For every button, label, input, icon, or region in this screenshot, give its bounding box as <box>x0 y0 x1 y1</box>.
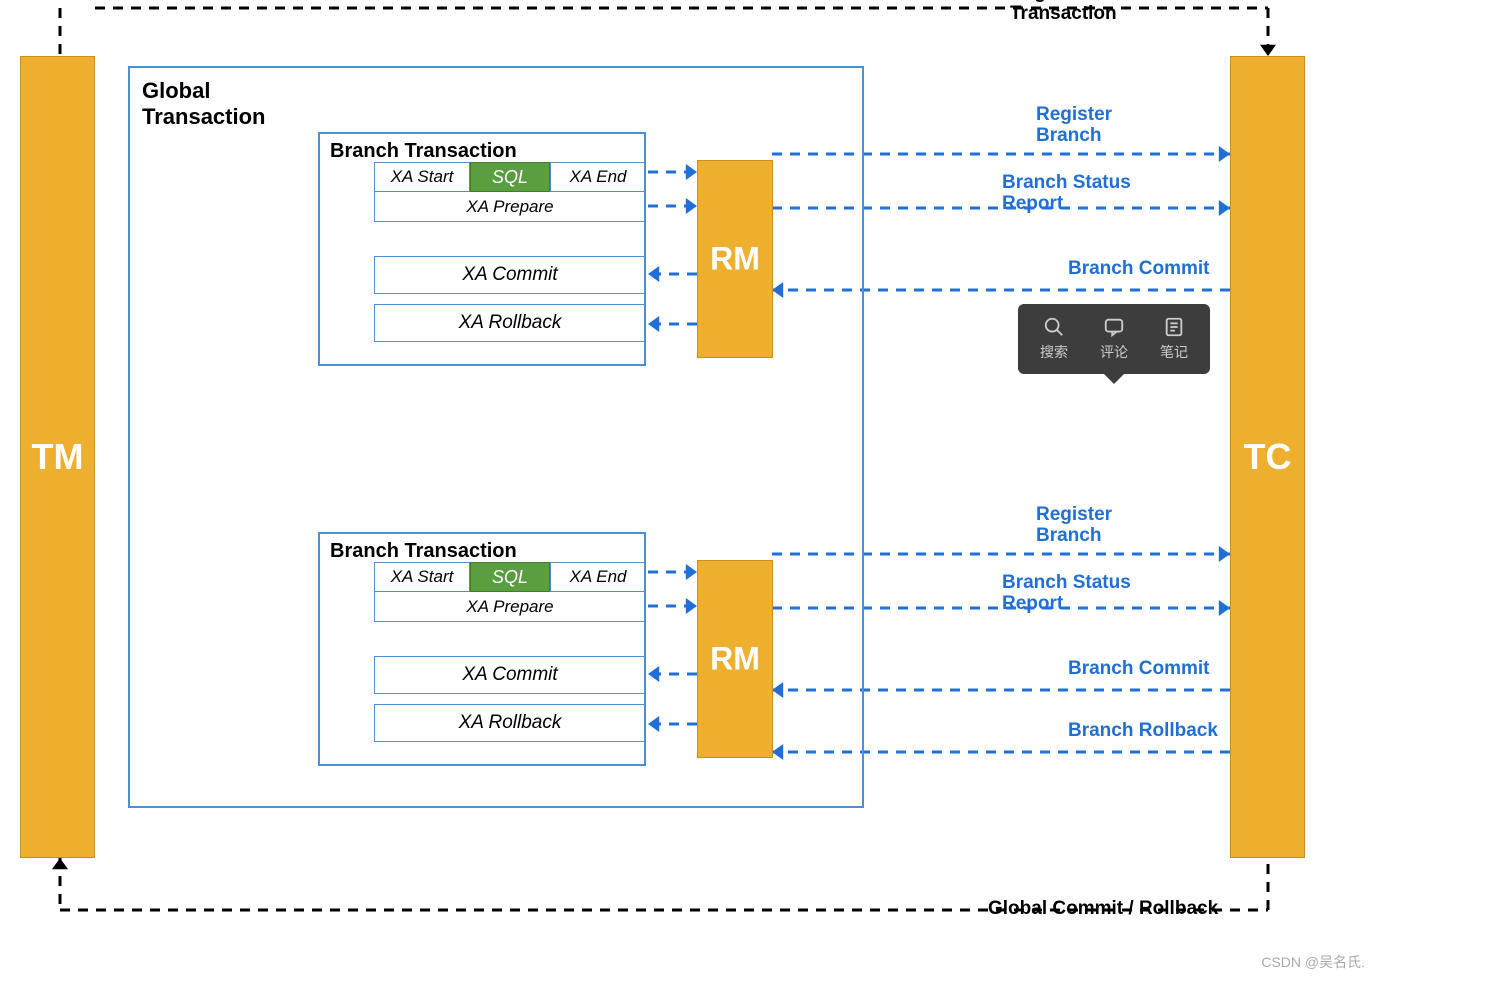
note-icon <box>1163 316 1185 338</box>
toolbar-item-label: 笔记 <box>1160 342 1188 362</box>
xa-start-cell: XA Start <box>375 563 470 591</box>
sql-cell: SQL <box>470 562 550 592</box>
rm-box: RM <box>697 160 773 358</box>
svg-text:Branch Rollback: Branch Rollback <box>1068 720 1218 741</box>
toolbar-item-label: 评论 <box>1100 342 1128 362</box>
xa-end-cell: XA End <box>550 163 645 191</box>
branch-title: Branch Transaction <box>330 540 517 563</box>
comment-icon <box>1103 316 1125 338</box>
svg-text:RegisterBranch: RegisterBranch <box>1036 504 1113 546</box>
xa-rollback-cell: XA Rollback <box>374 304 646 342</box>
xa-start-cell: XA Start <box>375 163 470 191</box>
branch-transaction-box: Branch TransactionXA StartSQLXA EndXA Pr… <box>318 532 646 766</box>
toolbar-item-search[interactable]: 搜索 <box>1040 316 1068 362</box>
xa-prepare-cell: XA Prepare <box>374 592 646 622</box>
floating-toolbar[interactable]: 搜索 评论 笔记 <box>1018 304 1210 374</box>
toolbar-item-label: 搜索 <box>1040 342 1068 362</box>
toolbar-item-note[interactable]: 笔记 <box>1160 316 1188 362</box>
sql-cell: SQL <box>470 162 550 192</box>
xa-phase-row: XA StartSQLXA End <box>374 162 646 192</box>
tm-box: TM <box>20 56 95 858</box>
svg-text:Branch Commit: Branch Commit <box>1068 258 1210 279</box>
toolbar-item-comment[interactable]: 评论 <box>1100 316 1128 362</box>
svg-text:RegisterBranch: RegisterBranch <box>1036 104 1113 146</box>
xa-phase-row: XA StartSQLXA End <box>374 562 646 592</box>
branch-transaction-box: Branch TransactionXA StartSQLXA EndXA Pr… <box>318 132 646 366</box>
xa-prepare-cell: XA Prepare <box>374 192 646 222</box>
rm-label: RM <box>710 241 760 278</box>
watermark-text: CSDN @吴名氏. <box>1261 952 1365 972</box>
tc-box: TC <box>1230 56 1305 858</box>
svg-text:Global Commit / Rollback: Global Commit / Rollback <box>988 898 1219 919</box>
global-transaction-title: GlobalTransaction <box>142 78 265 131</box>
tm-label: TM <box>32 436 84 478</box>
xa-rollback-cell: XA Rollback <box>374 704 646 742</box>
rm-box: RM <box>697 560 773 758</box>
xa-end-cell: XA End <box>550 563 645 591</box>
xa-commit-cell: XA Commit <box>374 256 646 294</box>
tc-label: TC <box>1244 436 1292 478</box>
rm-label: RM <box>710 641 760 678</box>
search-icon <box>1043 316 1065 338</box>
branch-title: Branch Transaction <box>330 140 517 163</box>
xa-commit-cell: XA Commit <box>374 656 646 694</box>
svg-text:Branch Commit: Branch Commit <box>1068 658 1210 679</box>
svg-text:Begin GlobalTransaction: Begin GlobalTransaction <box>1010 0 1127 24</box>
